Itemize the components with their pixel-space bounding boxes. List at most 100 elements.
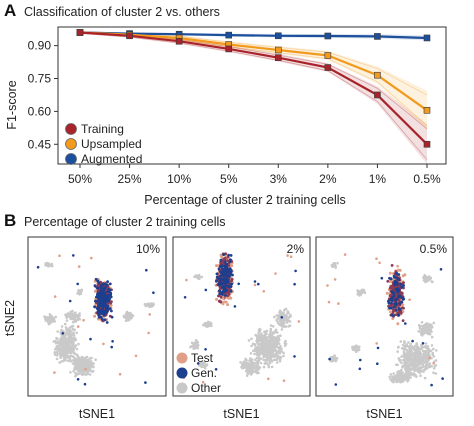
other-point — [403, 367, 407, 371]
generated-point — [76, 378, 80, 381]
other-point — [405, 348, 408, 352]
generated-point — [104, 282, 107, 286]
generated-point — [102, 287, 106, 291]
other-point — [47, 317, 51, 320]
generated-point — [215, 272, 219, 276]
data-point-training — [374, 91, 381, 99]
legend-label-augmented: Augmented — [81, 152, 142, 166]
other-point — [56, 348, 60, 352]
test-point — [402, 306, 405, 310]
test-point — [84, 367, 87, 371]
test-point — [286, 254, 289, 257]
other-point — [279, 344, 282, 348]
other-point — [249, 352, 253, 355]
other-point — [269, 350, 272, 354]
generated-point — [392, 305, 396, 309]
other-point — [417, 368, 420, 371]
other-point — [200, 365, 204, 369]
test-point — [333, 278, 337, 281]
other-point — [434, 359, 438, 362]
other-point — [412, 360, 415, 364]
other-point — [271, 348, 275, 352]
generated-point — [103, 296, 107, 299]
other-point — [76, 358, 79, 361]
generated-point — [108, 282, 112, 286]
other-point — [423, 327, 426, 330]
data-point-augmented — [274, 32, 282, 40]
other-point — [430, 364, 434, 368]
other-point — [332, 355, 335, 359]
generated-point — [106, 307, 109, 311]
other-point — [423, 376, 427, 380]
generated-point — [96, 296, 100, 299]
other-point — [403, 378, 407, 381]
other-point — [428, 277, 432, 281]
other-point — [59, 350, 62, 353]
other-point — [258, 342, 262, 346]
test-point — [148, 313, 151, 316]
generated-point — [105, 311, 108, 315]
other-point — [269, 327, 273, 331]
other-point — [269, 332, 272, 336]
other-point — [407, 375, 410, 379]
other-point — [269, 345, 273, 348]
other-point — [92, 365, 95, 369]
other-point — [249, 361, 253, 365]
other-point — [279, 320, 283, 323]
tsne-plot-1: 10% tSNE1 — [27, 236, 167, 421]
other-point — [208, 321, 212, 325]
other-point — [72, 359, 75, 363]
other-point — [270, 336, 273, 340]
other-point — [66, 359, 70, 363]
other-point — [421, 363, 425, 367]
other-point — [194, 339, 198, 342]
other-point — [127, 313, 130, 317]
other-point — [288, 320, 292, 323]
other-point — [242, 365, 246, 369]
legend-marker-other — [176, 382, 188, 394]
generated-point — [101, 302, 104, 306]
data-point-training — [76, 29, 84, 36]
generated-point — [72, 254, 75, 257]
other-point — [284, 318, 288, 321]
other-point — [260, 349, 264, 353]
other-point — [331, 265, 334, 269]
generated-point — [224, 277, 228, 281]
other-point — [91, 370, 94, 374]
other-point — [404, 376, 408, 379]
data-point-training — [274, 54, 282, 61]
generated-point — [109, 295, 113, 299]
other-point — [63, 322, 67, 326]
generated-point — [231, 273, 234, 277]
other-point — [412, 366, 416, 370]
test-point — [398, 268, 402, 272]
generated-point — [102, 314, 106, 317]
generated-point — [228, 258, 232, 261]
other-point — [282, 320, 285, 324]
other-point — [259, 361, 263, 365]
other-point — [65, 341, 68, 345]
other-point — [419, 358, 423, 361]
other-point — [241, 363, 244, 366]
legend-marker-augmented — [65, 153, 77, 165]
test-point — [82, 318, 85, 322]
other-point — [125, 310, 129, 314]
generated-point — [219, 270, 223, 274]
test-point — [219, 255, 223, 258]
generated-point — [229, 282, 233, 286]
test-point — [224, 252, 228, 256]
other-point — [415, 355, 419, 359]
generated-point — [229, 289, 233, 293]
other-point — [243, 363, 247, 366]
other-point — [414, 344, 417, 348]
other-point — [389, 373, 393, 376]
other-point — [424, 368, 427, 371]
generated-point — [393, 275, 396, 279]
other-point — [272, 344, 276, 348]
other-point — [424, 365, 428, 369]
other-point — [432, 347, 435, 351]
other-point — [274, 328, 278, 332]
test-point — [343, 253, 347, 256]
generated-point — [397, 278, 401, 282]
other-point — [73, 319, 77, 323]
